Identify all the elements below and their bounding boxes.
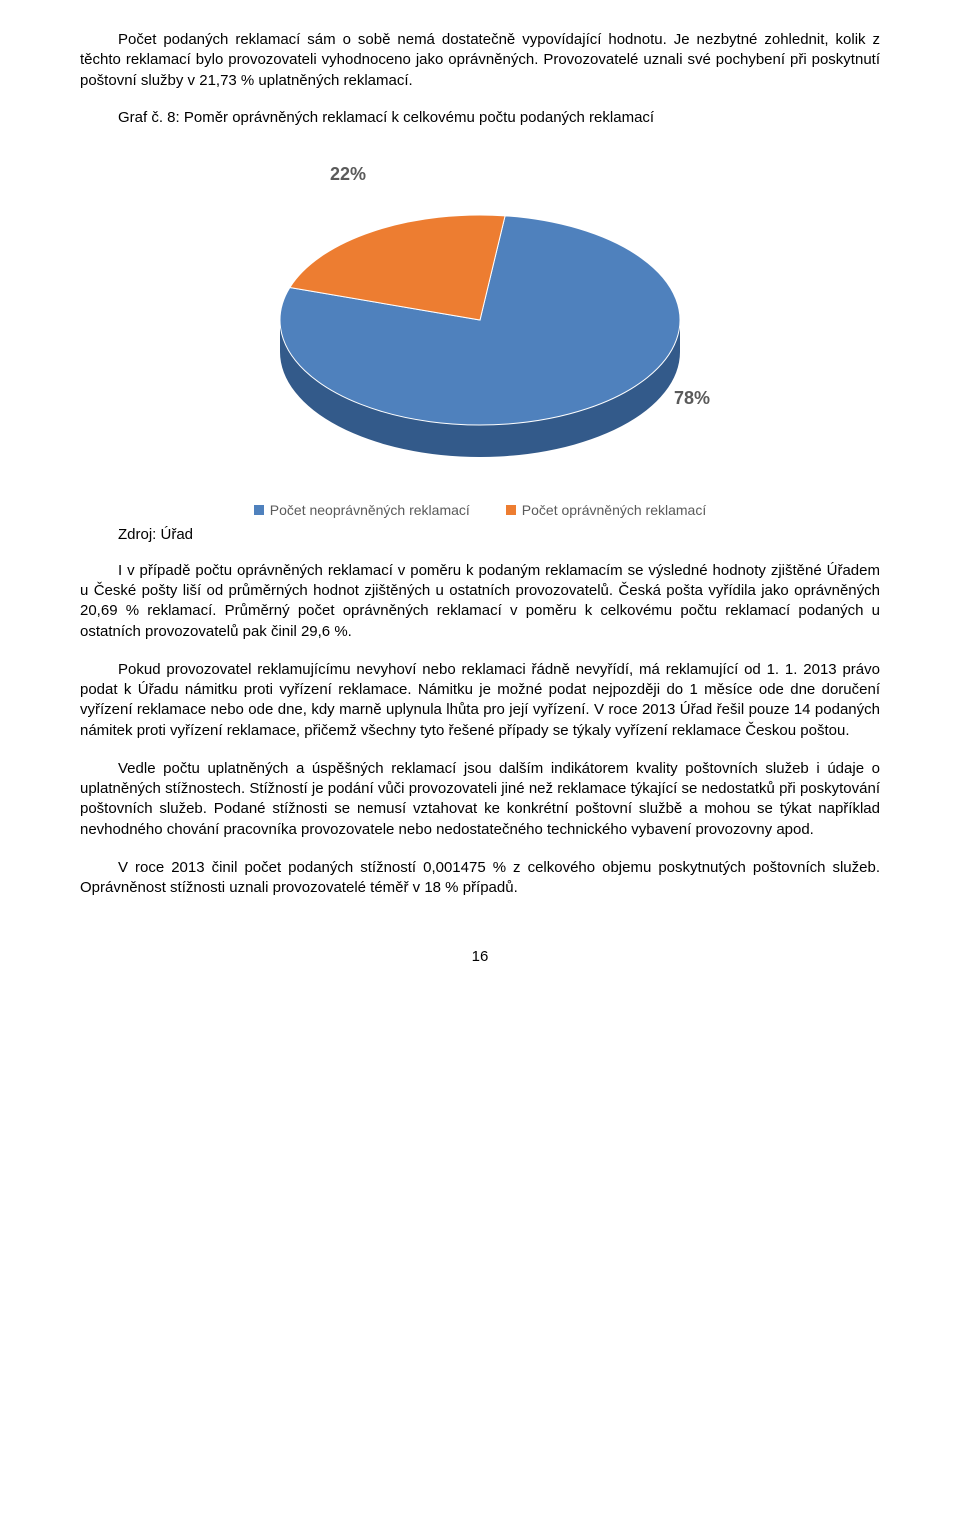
legend-item-2: Počet oprávněných reklamací <box>506 502 706 518</box>
slice-label-78: 78% <box>674 388 710 409</box>
pie-chart: 22% 78% <box>210 154 750 474</box>
legend-item-1: Počet neoprávněných reklamací <box>254 502 470 518</box>
legend-label-1: Počet neoprávněných reklamací <box>270 502 470 518</box>
legend-label-2: Počet oprávněných reklamací <box>522 502 706 518</box>
chart-legend: Počet neoprávněných reklamací Počet oprá… <box>80 502 880 518</box>
chart-caption: Graf č. 8: Poměr oprávněných reklamací k… <box>80 109 880 126</box>
legend-swatch-2 <box>506 505 516 515</box>
paragraph-4: Vedle počtu uplatněných a úspěšných rekl… <box>80 759 880 840</box>
paragraph-3: Pokud provozovatel reklamujícímu nevyhov… <box>80 660 880 741</box>
paragraph-5: V roce 2013 činil počet podaných stížnos… <box>80 858 880 899</box>
paragraph-1: Počet podaných reklamací sám o sobě nemá… <box>80 30 880 91</box>
chart-source: Zdroj: Úřad <box>80 526 880 543</box>
paragraph-2: I v případě počtu oprávněných reklamací … <box>80 561 880 642</box>
legend-swatch-1 <box>254 505 264 515</box>
chart-container: 22% 78% <box>80 154 880 474</box>
pie-chart-svg <box>260 190 700 470</box>
slice-label-22: 22% <box>330 164 366 185</box>
page-number: 16 <box>80 948 880 965</box>
